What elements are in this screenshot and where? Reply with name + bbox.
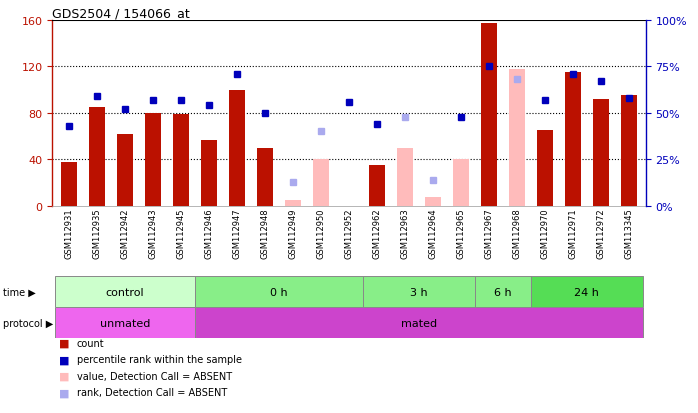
Text: ■: ■ (59, 371, 70, 381)
Bar (61, 162, 77, 206)
Text: value, Detection Call = ABSENT: value, Detection Call = ABSENT (77, 371, 232, 381)
Bar (258, 148, 273, 206)
Bar (369, 166, 385, 206)
Bar (537, 131, 553, 206)
Text: time ▶: time ▶ (3, 287, 36, 297)
Bar (195, 308, 643, 339)
Bar (565, 73, 581, 206)
Bar (55, 277, 195, 308)
Text: ■: ■ (59, 338, 70, 348)
Text: protocol ▶: protocol ▶ (3, 318, 54, 328)
Bar (145, 114, 161, 206)
Text: mated: mated (401, 318, 437, 328)
Bar (202, 140, 217, 206)
Text: control: control (106, 287, 144, 297)
Bar (453, 160, 468, 206)
Text: rank, Detection Call = ABSENT: rank, Detection Call = ABSENT (77, 387, 227, 397)
Text: 24 h: 24 h (574, 287, 600, 297)
Bar (55, 308, 195, 339)
Bar (510, 69, 525, 206)
Text: ■: ■ (59, 387, 70, 397)
Text: 6 h: 6 h (494, 287, 512, 297)
Text: GDS2504 / 154066_at: GDS2504 / 154066_at (52, 7, 190, 19)
Bar (621, 96, 637, 206)
Bar (313, 160, 329, 206)
Bar (481, 24, 496, 206)
Bar (89, 108, 105, 206)
Bar (397, 148, 413, 206)
Bar (195, 277, 363, 308)
Bar (363, 277, 475, 308)
Bar (593, 100, 609, 206)
Bar (475, 277, 531, 308)
Bar (285, 201, 301, 206)
Text: ■: ■ (59, 354, 70, 364)
Text: 0 h: 0 h (270, 287, 288, 297)
Text: unmated: unmated (100, 318, 150, 328)
Bar (230, 90, 245, 206)
Text: count: count (77, 338, 105, 348)
Bar (173, 115, 188, 206)
Text: 3 h: 3 h (410, 287, 428, 297)
Text: percentile rank within the sample: percentile rank within the sample (77, 354, 242, 364)
Bar (531, 277, 643, 308)
Bar (425, 197, 440, 206)
Bar (117, 135, 133, 206)
